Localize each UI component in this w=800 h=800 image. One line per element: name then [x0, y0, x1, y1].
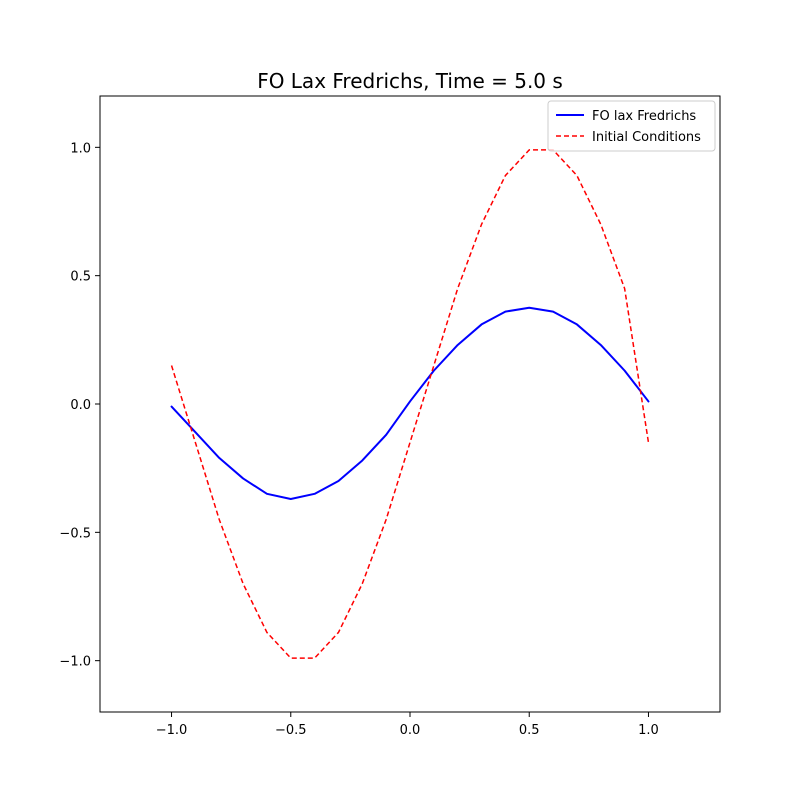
legend: FO lax Fredrichs Initial Conditions: [547, 100, 716, 152]
y-tick-label: −0.5: [59, 526, 91, 541]
chart-title: FO Lax Fredrichs, Time = 5.0 s: [257, 69, 563, 93]
series-line-0: [170, 306, 650, 500]
y-tick-label: 0.0: [70, 398, 91, 413]
x-tick-label: −0.5: [275, 723, 307, 738]
y-tick-label: 1.0: [70, 141, 91, 156]
x-tick-label: 1.0: [638, 723, 659, 738]
axes-frame: [99, 95, 721, 713]
x-tick-label: 0.0: [400, 723, 421, 738]
legend-box: [547, 100, 716, 152]
legend-label: FO lax Fredrichs: [592, 109, 696, 124]
x-tick-label: −1.0: [156, 723, 188, 738]
y-tick-label: 0.5: [70, 270, 91, 285]
x-tick-label: 0.5: [519, 723, 540, 738]
x-axis: −1.0 −0.5 0.0 0.5 1.0: [156, 712, 659, 738]
y-axis: −1.0 −0.5 0.0 0.5 1.0: [59, 141, 100, 670]
y-tick-label: −1.0: [59, 655, 91, 670]
series-line-1: [170, 149, 650, 659]
legend-label: Initial Conditions: [592, 130, 701, 145]
